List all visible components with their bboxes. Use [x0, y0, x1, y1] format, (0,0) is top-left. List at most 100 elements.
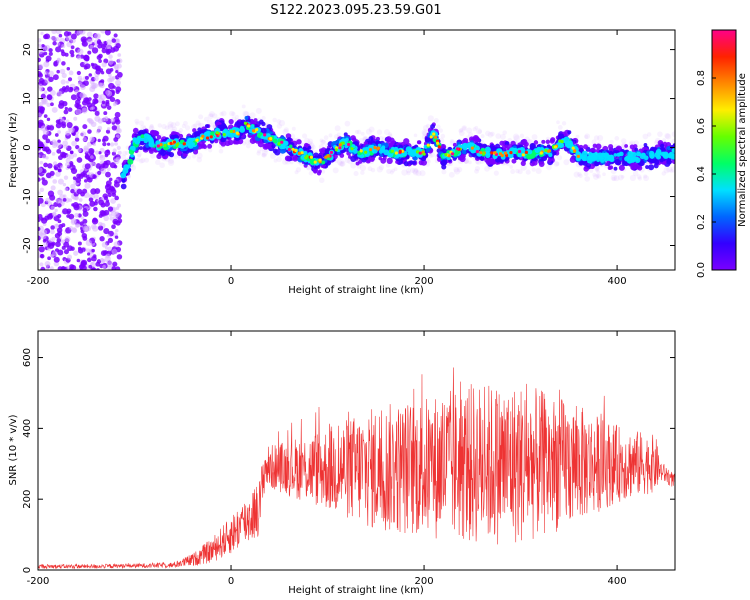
noise-dot [47, 256, 51, 261]
ridge-dot [401, 169, 408, 176]
ridge-dot [520, 164, 527, 171]
noise-dot [106, 167, 111, 171]
noise-dot [95, 163, 102, 169]
noise-dot [54, 133, 59, 137]
noise-dot [112, 102, 117, 107]
noise-dot [93, 206, 98, 212]
ridge-peak-dot [334, 148, 338, 152]
ridge-dot [288, 144, 293, 149]
noise-dot [73, 116, 78, 121]
spectrogram-x-axis-label: Height of straight line (km) [288, 285, 424, 296]
ridge-dot [475, 128, 482, 135]
noise-dot [85, 239, 92, 246]
noise-dot [68, 70, 74, 76]
snr-y-tick-label: 600 [22, 348, 33, 367]
ridge-dot [261, 152, 266, 158]
ridge-dot [584, 133, 591, 140]
noise-dot [105, 99, 110, 104]
noise-dot [99, 82, 105, 89]
ridge-dot [376, 129, 383, 135]
ridge-dot [393, 167, 398, 172]
noise-dot [115, 42, 121, 49]
noise-dot [98, 199, 105, 206]
ridge-dot [438, 128, 443, 133]
ridge-dot [120, 172, 127, 179]
noise-dot [64, 106, 68, 111]
ridge-dot [671, 153, 675, 159]
noise-dot [65, 158, 71, 164]
ridge-dot [303, 137, 310, 144]
ridge-peak-dot [426, 143, 430, 147]
noise-dot [43, 71, 48, 76]
ridge-peak-dot [373, 146, 377, 150]
noise-dot [57, 178, 64, 185]
noise-dot [90, 188, 97, 195]
ridge-dot [260, 127, 267, 135]
ridge-dot [553, 161, 560, 167]
noise-dot [84, 75, 89, 80]
ridge-dot [377, 143, 382, 148]
ridge-peak-dot [209, 135, 213, 139]
ridge-dot [567, 130, 572, 135]
noise-dot [115, 206, 120, 210]
ridge-dot [358, 137, 365, 145]
ridge-dot [383, 129, 391, 136]
noise-dot [62, 197, 67, 202]
noise-dot [66, 121, 73, 129]
noise-dot [115, 38, 121, 44]
noise-dot [113, 33, 118, 38]
ridge-dot [208, 111, 215, 118]
spectrogram-x-tick-label: 0 [228, 276, 234, 287]
ridge-dot [144, 157, 150, 163]
noise-dot [116, 145, 121, 150]
noise-dot [61, 121, 66, 126]
noise-dot [77, 241, 82, 246]
noise-dot [107, 237, 114, 243]
ridge-dot [646, 132, 652, 137]
ridge-dot [609, 139, 614, 144]
ridge-peak-dot [175, 143, 179, 147]
noise-dot [105, 129, 111, 134]
ridge-dot [220, 141, 227, 147]
ridge-peak-dot [243, 121, 248, 125]
ridge-dot [531, 134, 538, 140]
noise-dot [86, 176, 93, 183]
ridge-peak-dot [229, 129, 233, 133]
ridge-dot [610, 174, 618, 182]
ridge-dot [642, 133, 649, 140]
ridge-dot [604, 162, 609, 166]
ridge-dot [276, 119, 282, 124]
noise-dot [91, 248, 95, 253]
noise-dot [39, 262, 44, 267]
noise-dot [51, 30, 57, 35]
ridge-peak-dot [287, 147, 291, 152]
ridge-dot [284, 155, 291, 162]
ridge-peak-dot [251, 129, 256, 133]
ridge-dot [587, 155, 593, 161]
snr-x-tick-label: 400 [608, 576, 627, 587]
noise-dot [103, 111, 108, 116]
ridge-dot [664, 133, 670, 139]
noise-dot [57, 189, 63, 196]
noise-dot [72, 202, 79, 209]
ridge-dot [484, 146, 491, 153]
ridge-peak-dot [364, 150, 368, 154]
noise-dot [70, 183, 76, 190]
ridge-dot [485, 130, 491, 137]
ridge-peak-dot [300, 151, 304, 155]
noise-dot [41, 98, 48, 105]
noise-dot [72, 132, 76, 136]
noise-dot [105, 188, 112, 194]
ridge-dot [593, 155, 598, 160]
ridge-dot [603, 152, 610, 159]
ridge-dot [140, 134, 145, 139]
noise-dot [82, 124, 88, 130]
ridge-peak-dot [163, 143, 167, 147]
noise-dot [105, 159, 111, 166]
noise-dot [57, 130, 61, 134]
noise-dot [117, 53, 122, 57]
noise-dot [114, 195, 120, 201]
ridge-dot [137, 154, 142, 158]
noise-dot [38, 101, 44, 107]
noise-dot [102, 264, 106, 269]
